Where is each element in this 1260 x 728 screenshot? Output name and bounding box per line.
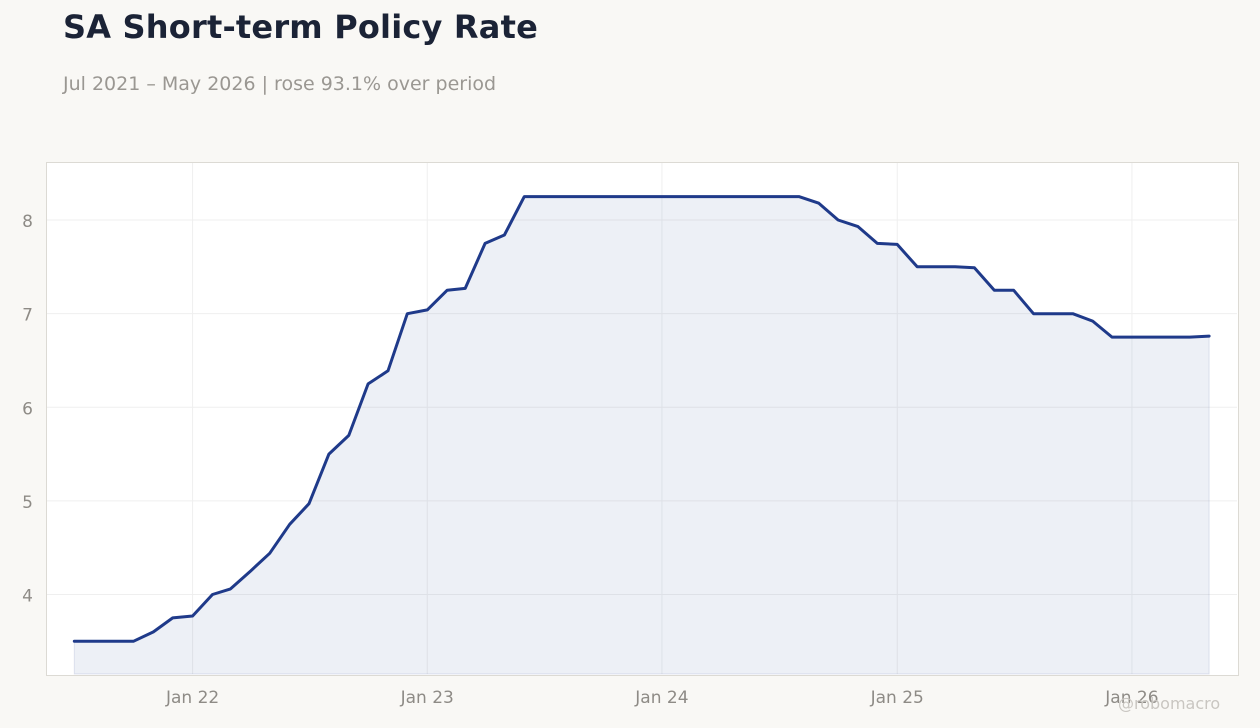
plot-area [46,162,1239,676]
y-tick-label: 8 [22,212,33,232]
x-tick-label: Jan 25 [870,688,924,708]
x-axis-ticks: Jan 22 Jan 23 Jan 24 Jan 25 Jan 26 [165,688,1159,708]
y-axis-ticks: 4 5 6 7 8 [22,212,33,606]
y-tick-label: 4 [22,586,33,606]
watermark: @robomacro [1118,694,1221,713]
series-line-group [72,195,1211,643]
x-tick-label: Jan 23 [400,688,454,708]
y-tick-label: 5 [22,493,33,513]
x-tick-label: Jan 26 [1104,688,1158,708]
chart-subtitle: Jul 2021 – May 2026 | rose 93.1% over pe… [63,73,497,95]
y-tick-label: 6 [22,399,33,419]
y-tick-label: 7 [22,306,33,326]
x-tick-label: Jan 22 [165,688,219,708]
series-line [72,195,1211,643]
x-tick-label: Jan 24 [634,688,688,708]
chart-title: SA Short-term Policy Rate [63,8,538,46]
